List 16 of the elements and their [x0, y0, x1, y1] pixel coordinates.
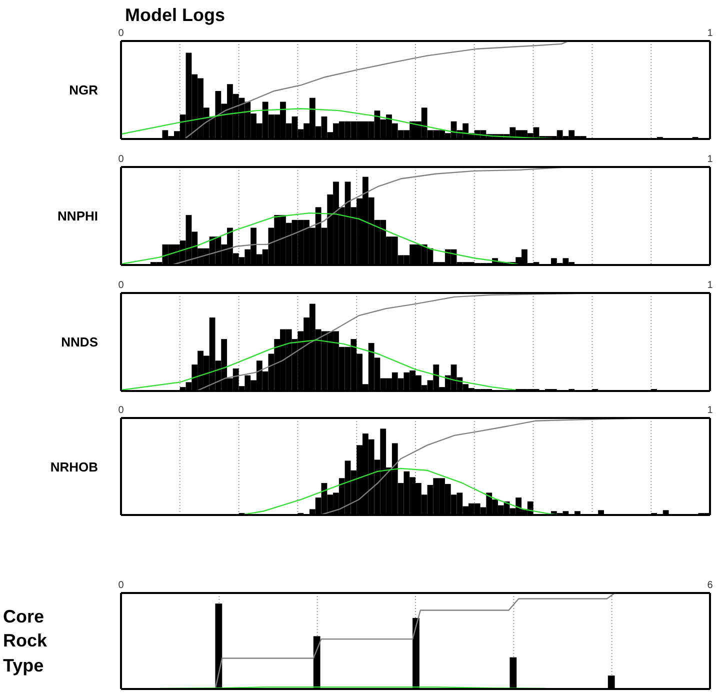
y-axis-title: Core Rock Type	[3, 606, 48, 678]
x-tick-label: 1	[707, 154, 714, 165]
x-tick-label: 1	[707, 28, 714, 39]
x-tick-label: 0	[118, 154, 124, 165]
x-tick-label: 0	[118, 28, 124, 39]
x-tick-label: 1	[707, 280, 714, 291]
y-axis-title: NRHOB	[49, 459, 98, 474]
x-tick-label: 0	[118, 580, 124, 591]
y-axis-title: NNDS	[60, 334, 98, 350]
chart-title: Model Logs	[125, 5, 225, 26]
y-axis-title: NNPHI	[56, 208, 98, 224]
x-tick-label: 0	[118, 405, 124, 416]
y-axis-title: NGR	[68, 82, 98, 98]
x-tick-label: 1	[707, 405, 714, 416]
x-tick-label: 6	[707, 580, 714, 591]
x-tick-label: 0	[118, 280, 124, 291]
